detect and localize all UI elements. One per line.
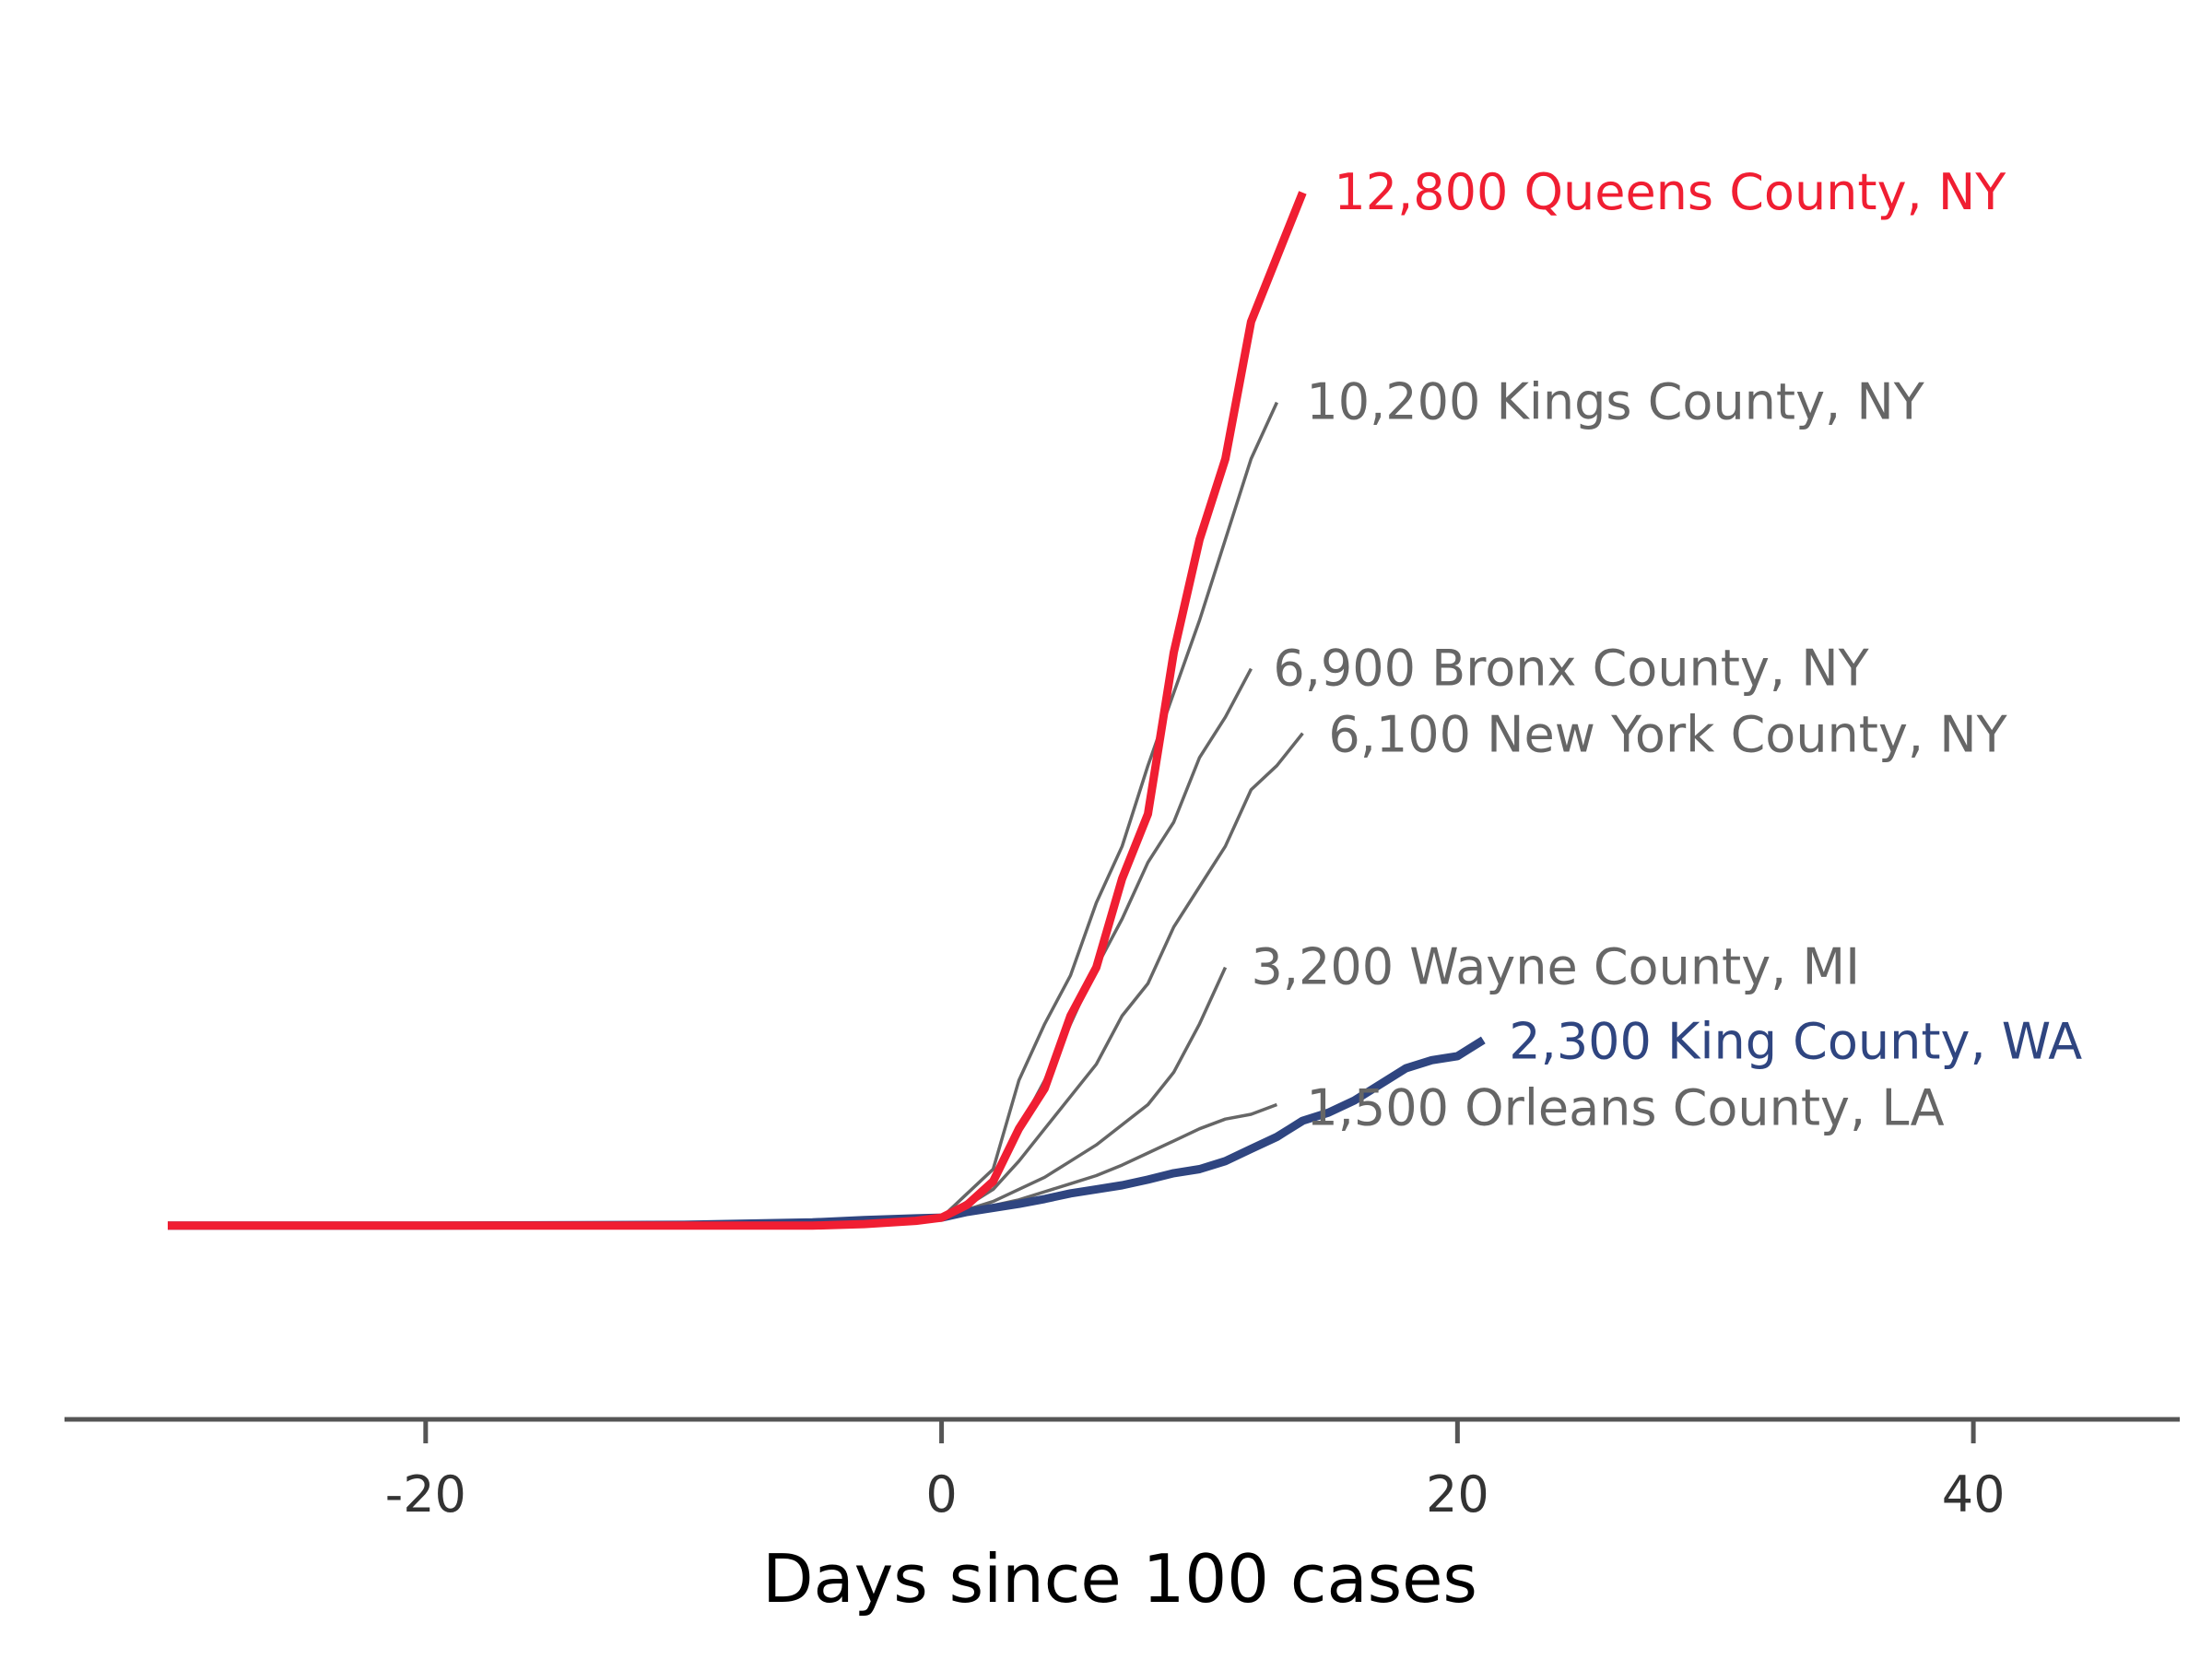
series-label-bronx-county-ny: 6,900 Bronx County, NY — [1273, 640, 1869, 698]
series-line-queens-county-ny — [168, 191, 1307, 1230]
series-line-orleans-county-la — [168, 1102, 1278, 1228]
series-label-new-york-county-ny: 6,100 New York County, NY — [1328, 706, 2007, 764]
series-label-wayne-county-mi: 3,200 Wayne County, MI — [1252, 938, 1861, 996]
x-axis-title: Days since 100 cases — [762, 1540, 1477, 1618]
x-axis: -20 0 20 40 Days since 100 cases — [65, 1417, 2180, 1618]
series-line-kings-county-ny — [168, 401, 1278, 1228]
x-tick-label: 20 — [1426, 1465, 1489, 1524]
series-labels: 10,200 Kings County, NY 6,900 Bronx Count… — [1252, 163, 2083, 1137]
series-line-bronx-county-ny — [168, 667, 1253, 1228]
x-ticks: -20 0 20 40 — [385, 1419, 2006, 1524]
series-line-wayne-county-mi — [168, 966, 1228, 1228]
series-label-king-county-wa: 2,300 King County, WA — [1509, 1012, 2082, 1070]
series-label-kings-county-ny: 10,200 Kings County, NY — [1306, 373, 1924, 431]
series-label-queens-county-ny: 12,800 Queens County, NY — [1334, 163, 2006, 221]
x-tick-label: 40 — [1942, 1465, 2006, 1524]
x-tick-label: 0 — [925, 1465, 957, 1524]
series-label-orleans-county-la: 1,500 Orleans County, LA — [1306, 1079, 1944, 1137]
x-tick-label: -20 — [385, 1465, 466, 1524]
series-line-new-york-county-ny — [168, 732, 1304, 1228]
series-line-king-county-wa — [168, 1036, 1486, 1230]
series-layer — [168, 191, 1486, 1230]
